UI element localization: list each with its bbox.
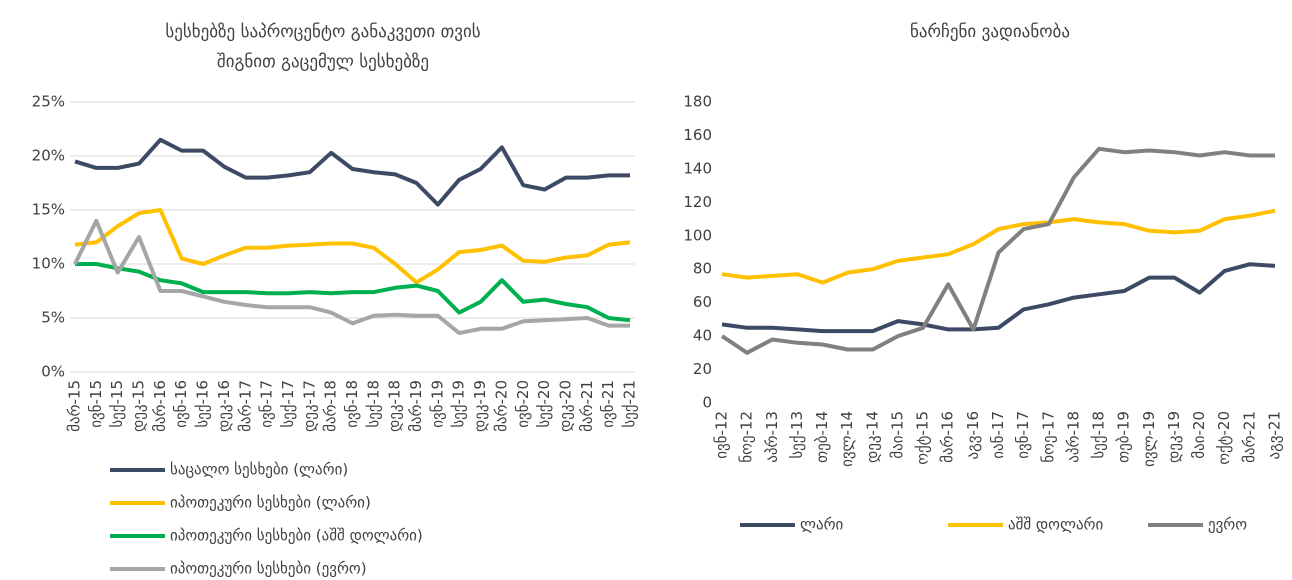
series-line [74, 137, 630, 207]
x-tick-label: აგვ-16 [964, 411, 982, 460]
y-tick-label: 0 [702, 394, 712, 412]
x-tick-label: სექ-21 [621, 380, 639, 428]
y-tick-label: 5% [41, 309, 65, 327]
x-tick-label: დეკ-18 [386, 380, 404, 432]
x-tick-label: მარ-19 [407, 380, 425, 432]
y-tick-label: 20% [32, 147, 65, 165]
x-tick-label: სექ-19 [450, 380, 468, 428]
y-tick-label: 180 [683, 93, 712, 111]
x-tick-label: იან-17 [989, 411, 1007, 459]
legend-label: ევრო [1208, 516, 1247, 534]
x-tick-label: ოქტ-20 [1215, 411, 1233, 465]
y-tick-label: 160 [683, 126, 712, 144]
x-tick-label: მარ-21 [578, 380, 596, 432]
x-tick-label: დეკ-15 [130, 380, 148, 432]
x-tick-label: მარ-20 [492, 380, 510, 432]
y-tick-label: 40 [693, 327, 712, 345]
x-tick-label: სექ-20 [535, 380, 553, 428]
y-tick-label: 140 [683, 159, 712, 177]
series-line [75, 262, 631, 323]
legend-label: იპოთეკური სესხები (ევრო) [170, 560, 367, 578]
chart-title: ნარჩენი ვადიანობა [910, 22, 1070, 42]
series-line [721, 208, 1276, 285]
x-tick-label: დეკ-19 [1165, 411, 1183, 463]
x-tick-label: მარ-21 [1240, 411, 1258, 463]
x-tick-label: დეკ-17 [300, 380, 318, 432]
x-tick-label: სექ-17 [279, 380, 297, 428]
y-tick-label: 120 [683, 193, 712, 211]
x-tick-label: ნოე-12 [738, 411, 756, 463]
x-tick-label: სექ-18 [1090, 411, 1108, 459]
chart-title: შიგნით გაცემულ სესხებზე [217, 52, 429, 72]
x-tick-label: სექ-16 [194, 380, 212, 428]
x-tick-label: მარ-18 [322, 380, 340, 432]
y-tick-label: 25% [32, 93, 65, 111]
x-tick-label: ივნ-18 [343, 380, 361, 428]
x-tick-label: ოქტ-15 [914, 411, 932, 465]
series-line [720, 146, 1275, 355]
x-tick-label: მარ-16 [939, 411, 957, 463]
x-tick-label: ივნ-19 [428, 380, 446, 428]
x-tick-label: ივნ-15 [87, 380, 105, 428]
series-line [721, 262, 1276, 334]
x-tick-label: ივნ-17 [258, 380, 276, 428]
x-tick-label: სექ-13 [788, 411, 806, 459]
x-tick-label: დეკ-16 [215, 380, 233, 432]
legend-label: საცალო სესხები (ლარი) [170, 461, 348, 479]
y-tick-label: 15% [32, 201, 65, 219]
x-tick-label: ივნ-20 [514, 380, 532, 428]
x-tick-label: მარ-15 [66, 380, 84, 432]
y-tick-label: 10% [32, 255, 65, 273]
series-line [73, 218, 630, 336]
x-tick-label: აპრ-18 [1064, 411, 1082, 463]
x-tick-label: დეკ-19 [471, 380, 489, 432]
x-tick-label: აპრ-13 [763, 411, 781, 463]
x-tick-label: მაი-20 [1190, 411, 1208, 459]
x-tick-label: დეკ-20 [556, 380, 574, 432]
series-line [74, 208, 631, 285]
y-tick-label: 20 [693, 360, 712, 378]
legend-label: ლარი [800, 516, 844, 534]
x-tick-label: დეკ-14 [863, 411, 881, 463]
y-tick-label: 0% [41, 363, 65, 381]
legend-label: იპოთეკური სესხები (ლარი) [170, 494, 371, 512]
x-tick-label: ივნ-12 [713, 411, 731, 459]
x-tick-label: ივნ-21 [599, 380, 617, 428]
x-tick-label: ივლ-14 [838, 411, 856, 467]
x-tick-label: სექ-15 [108, 380, 126, 428]
y-tick-label: 60 [693, 293, 712, 311]
x-tick-label: თებ-19 [1115, 411, 1133, 463]
legend-label: იპოთეკური სესხები (აშშ დოლარი) [170, 527, 423, 545]
x-tick-label: სექ-18 [364, 380, 382, 428]
x-tick-label: მაი-15 [888, 411, 906, 459]
x-tick-label: ივნ-17 [1014, 411, 1032, 459]
x-tick-label: ნოე-17 [1039, 411, 1057, 463]
chart-title: სესხებზე საპროცენტო განაკვეთი თვის [165, 22, 480, 42]
x-tick-label: ივნ-16 [172, 380, 190, 428]
legend-label: აშშ დოლარი [1008, 516, 1103, 534]
y-tick-label: 100 [683, 226, 712, 244]
x-tick-label: მარ-17 [236, 380, 254, 432]
x-tick-label: აგვ-21 [1266, 411, 1284, 460]
x-tick-label: ივლ-19 [1140, 411, 1158, 467]
x-tick-label: მარ-16 [151, 380, 169, 432]
x-tick-label: თებ-14 [813, 411, 831, 463]
y-tick-label: 80 [693, 260, 712, 278]
